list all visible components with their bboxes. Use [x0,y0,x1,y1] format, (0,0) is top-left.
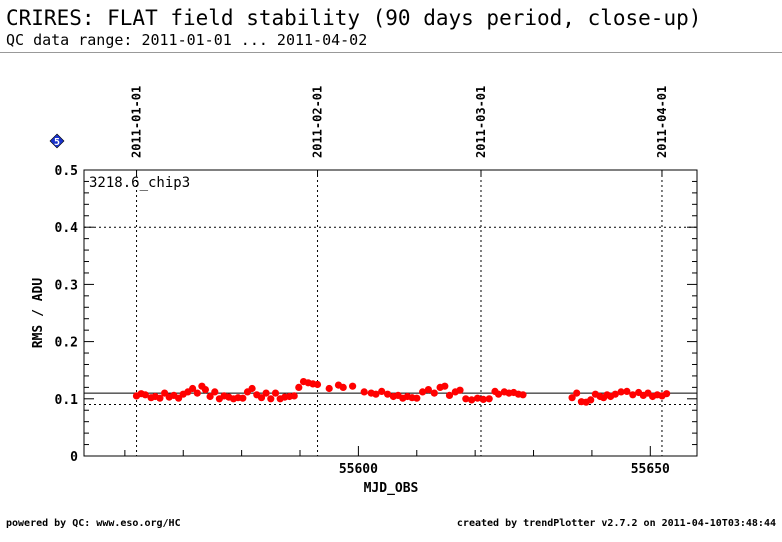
x-tick-label: 55600 [339,462,378,477]
data-point [573,389,581,397]
y-axis: 0 0.1 0.2 0.3 0.4 0.5 [55,164,697,465]
data-point [611,390,619,398]
data-point [587,396,595,404]
date-marker-labels: 2011-01-01 2011-02-01 2011-03-01 2011-04-01 [130,86,669,158]
data-point [519,391,527,399]
y-tick-label: 0.5 [55,164,78,179]
data-point [430,389,438,397]
data-point [479,395,487,403]
data-point [239,394,247,402]
page-title: CRIRES: FLAT field stability (90 days pe… [6,6,702,30]
data-point [141,391,149,399]
date-marker-label: 2011-02-01 [311,86,325,158]
y-tick-label: 0 [70,450,78,465]
data-point [456,386,464,394]
badge-icon: 5 [49,133,65,149]
x-axis: 55600 55650 [124,446,670,477]
data-point [378,387,386,395]
panel-label: 3218.6_chip3 [89,175,190,191]
data-point [262,389,270,397]
y-axis-label: RMS / ADU [31,278,46,349]
data-point [623,387,631,395]
data-point [473,394,482,402]
trend-chart: 5 0 0.1 0.2 0.3 0.4 0.5 55600 55650 2011-01-01… [31,86,698,496]
data-point [485,395,493,403]
data-points [132,378,671,406]
data-point [413,394,421,402]
data-point [445,391,454,399]
data-point [339,383,347,391]
date-marker-label: 2011-03-01 [474,86,488,158]
data-point [441,382,449,390]
data-point [290,392,298,400]
data-point [325,384,333,393]
data-point [617,388,625,396]
data-point [206,392,214,401]
data-point [494,390,503,398]
x-tick-label: 55650 [631,462,670,477]
data-point [193,389,201,397]
data-point [248,384,256,393]
data-range-subtitle: QC data range: 2011-01-01 ... 2011-04-02 [6,31,368,49]
data-point [419,388,427,396]
data-point [360,388,368,396]
reference-lines [84,226,697,406]
data-point [424,386,432,394]
badge-diamond [49,133,65,149]
y-tick-label: 0.3 [55,278,78,293]
data-point [468,396,476,404]
plot-frame [83,169,698,457]
date-marker-label: 2011-04-01 [655,86,669,158]
data-point [267,395,275,403]
data-point [663,390,671,398]
data-point [629,391,637,399]
date-marker-lines [136,170,663,456]
x-axis-label: MJD_OBS [364,481,419,496]
data-point [211,388,219,396]
header-divider [0,52,782,53]
data-point [201,386,209,394]
data-point [462,395,470,403]
data-point [189,384,197,393]
data-point [313,380,322,389]
footer-powered-by: powered by QC: www.eso.org/HC [6,518,181,529]
y-tick-label: 0.2 [55,336,78,351]
data-point [156,394,164,402]
data-point [295,383,303,391]
date-marker-label: 2011-01-01 [130,86,144,158]
data-point [271,389,280,397]
data-point [257,394,266,402]
data-point [372,390,380,398]
y-tick-label: 0.4 [55,221,79,236]
data-point [349,382,357,390]
data-point [384,390,392,398]
badge-label: 5 [54,137,60,148]
y-tick-label: 0.1 [55,393,79,408]
data-point [568,394,576,402]
footer-created-by: created by trendPlotter v2.7.2 on 2011-0… [456,518,776,529]
